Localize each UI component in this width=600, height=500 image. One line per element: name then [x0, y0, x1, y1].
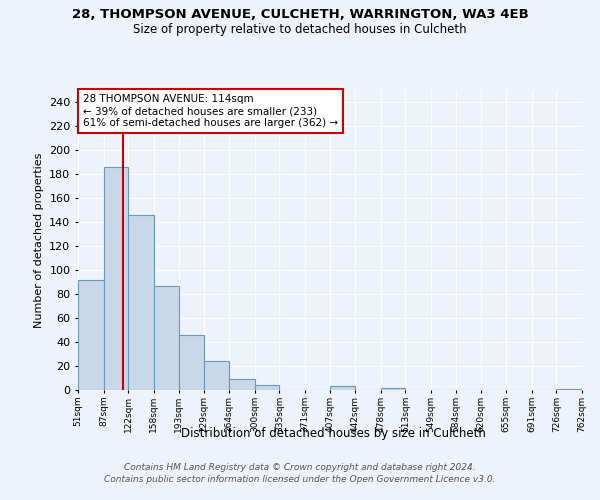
- Text: Size of property relative to detached houses in Culcheth: Size of property relative to detached ho…: [133, 22, 467, 36]
- Bar: [154, 286, 179, 390]
- Text: Contains public sector information licensed under the Open Government Licence v3: Contains public sector information licen…: [104, 475, 496, 484]
- Bar: [179, 335, 204, 390]
- Bar: [556, 389, 582, 390]
- Bar: [380, 388, 406, 390]
- Bar: [78, 280, 104, 390]
- Bar: [128, 215, 154, 390]
- Text: 28, THOMPSON AVENUE, CULCHETH, WARRINGTON, WA3 4EB: 28, THOMPSON AVENUE, CULCHETH, WARRINGTO…: [71, 8, 529, 20]
- Bar: [104, 167, 128, 390]
- Bar: [254, 385, 280, 390]
- Text: 28 THOMPSON AVENUE: 114sqm
← 39% of detached houses are smaller (233)
61% of sem: 28 THOMPSON AVENUE: 114sqm ← 39% of deta…: [83, 94, 338, 128]
- Bar: [229, 379, 254, 390]
- Y-axis label: Number of detached properties: Number of detached properties: [34, 152, 44, 328]
- Bar: [204, 361, 229, 390]
- Text: Contains HM Land Registry data © Crown copyright and database right 2024.: Contains HM Land Registry data © Crown c…: [124, 462, 476, 471]
- Bar: [331, 386, 355, 390]
- Text: Distribution of detached houses by size in Culcheth: Distribution of detached houses by size …: [181, 428, 485, 440]
